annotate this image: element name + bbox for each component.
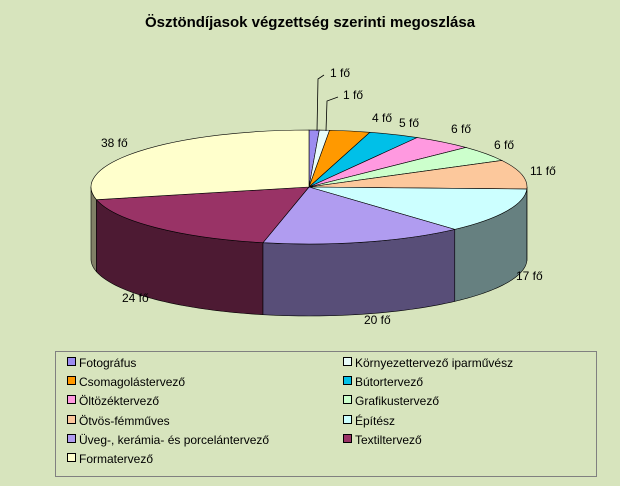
slice-7 [308,186,528,230]
data-label-3: 5 fő [399,116,419,130]
legend-swatch [67,433,76,443]
legend-swatch [67,453,76,462]
slice-side-10 [90,187,97,273]
legend-label: Textiltervező [355,432,422,447]
legend-item: Építész [343,414,395,428]
legend-swatch [343,376,352,386]
data-label-0: 1 fő [330,66,350,80]
legend-item: Környezettervező iparművész [343,356,513,370]
legend-label: Fotográfus [79,356,137,370]
legend-swatch [343,357,352,366]
slice-10 [90,129,310,200]
slice-9 [95,186,310,244]
legend-item: Textiltervező [343,433,422,447]
legend-item: Ötvös-fémműves [67,414,170,428]
legend-label: Építész [355,413,396,428]
legend-label: Grafikustervező [355,394,440,409]
legend-swatch [67,376,76,386]
legend-item: Üveg-, kerámia- és porcelántervező [67,433,269,447]
legend-label: Ötvös-fémműves [79,413,170,428]
legend-swatch [343,433,352,443]
legend-label: Bútortervező [355,375,424,390]
legend-swatch [67,395,76,405]
legend-item: Öltözéktervező [67,394,159,408]
legend-item: Grafikustervező [343,394,439,408]
data-label-9: 24 fő [122,291,149,305]
slice-6 [308,160,528,190]
data-label-4: 6 fő [451,122,471,136]
data-label-1: 1 fő [343,88,363,102]
data-label-8: 20 fő [364,313,391,327]
leader-line-0 [316,74,325,132]
legend-item: Bútortervező [343,375,423,389]
legend-label: Formatervező [79,452,154,466]
legend-swatch [343,395,352,405]
legend-swatch [67,414,76,424]
legend-label: Környezettervező iparművész [355,356,514,370]
legend-label: Üveg-, kerámia- és porcelántervező [79,432,270,447]
data-label-7: 17 fő [516,269,543,283]
pie-chart: 1 fő 1 fő 4 fő 5 fő 6 fő 6 fő 11 fő 17 fő 20 fő 2… [90,66,556,327]
legend-swatch [67,357,76,366]
legend-item: Formatervező [67,452,153,466]
data-label-10: 38 fő [101,136,128,150]
data-label-5: 6 fő [494,138,514,152]
data-label-6: 11 fő [530,164,556,178]
legend-item: Csomagolástervező [67,375,185,389]
slice-8 [262,186,456,245]
leader-line-1 [325,96,339,132]
legend-swatch [343,414,352,424]
chart-title: Ösztöndíjasok végzettség szerinti megosz… [144,14,476,31]
data-label-2: 4 fő [372,111,392,125]
legend-item: Fotográfus [67,356,136,370]
legend: Fotográfus Környezettervező iparművész Cso… [55,351,597,477]
legend-label: Csomagolástervező [79,375,186,390]
legend-label: Öltözéktervező [79,394,160,409]
